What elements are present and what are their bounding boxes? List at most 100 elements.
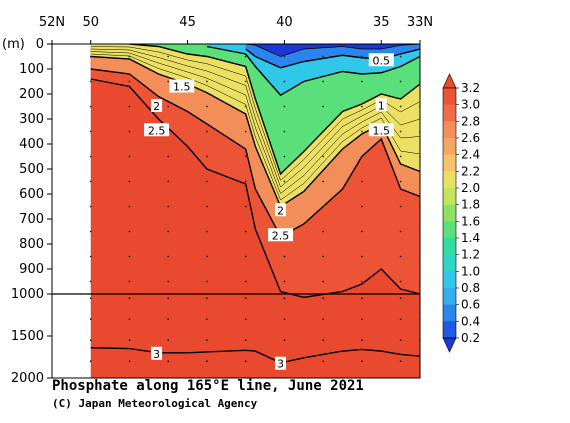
sample-dot <box>128 80 131 83</box>
sample-dot <box>206 280 208 283</box>
contour-1.0 <box>206 45 420 97</box>
contour-0.2 <box>245 44 420 57</box>
contour-label-bg <box>275 203 287 217</box>
sample-dot <box>283 105 286 108</box>
sample-dot <box>244 155 247 158</box>
sample-dot <box>128 255 131 258</box>
sample-dot <box>89 205 92 208</box>
sample-dot <box>283 318 286 321</box>
contour-label-bg <box>144 123 170 137</box>
x-tick-label: 40 <box>276 15 293 30</box>
sample-dot <box>244 80 247 83</box>
sample-dot <box>89 360 92 363</box>
sample-dot <box>283 339 286 342</box>
y-tick-label: 0 <box>36 37 44 52</box>
sample-dot <box>322 297 325 300</box>
sample-dot <box>206 180 208 183</box>
contour-minor <box>90 51 420 194</box>
sample-dot <box>399 180 402 183</box>
sample-dot <box>244 105 247 108</box>
sample-dot <box>206 297 208 300</box>
sample-dot <box>128 280 131 283</box>
sample-dot <box>167 360 170 363</box>
no-data-region <box>52 44 91 378</box>
contour-label: 3 <box>277 358 284 371</box>
contour-label-bg <box>169 79 195 93</box>
contour-label: 2.5 <box>148 124 166 137</box>
sample-dot <box>244 339 247 342</box>
contour-label: 3 <box>153 348 160 361</box>
y-axis-ticks: 0 100 200 300 400 500 600 700 800 900 1000 1500 2000 <box>11 37 52 386</box>
colorbar: 0.2 0.4 0.6 0.8 1.0 1.2 1.4 1.6 1.8 2.0 2.2 2.4 2.6 2… <box>442 73 480 353</box>
x-tick-label: 45 <box>179 15 196 30</box>
contour-label-bg <box>268 228 294 242</box>
sample-dot <box>283 297 286 300</box>
x-axis-ticks: 52N 50 45 40 35 33N <box>39 15 433 44</box>
sample-dot <box>128 155 131 158</box>
sample-dot <box>283 80 286 83</box>
sample-dot <box>322 280 325 283</box>
colorbar-label: 0.4 <box>461 314 480 328</box>
sample-dot <box>399 339 402 342</box>
sample-dot <box>322 55 325 58</box>
colorbar-label: 2.2 <box>461 164 480 178</box>
sample-dot <box>89 55 92 58</box>
x-tick-label: 35 <box>373 15 390 30</box>
sample-dot <box>89 255 92 258</box>
sample-dot <box>399 360 402 363</box>
y-tick-label: 100 <box>19 62 44 77</box>
contour-0.5 <box>245 48 420 69</box>
sample-dot <box>322 339 325 342</box>
colorbar-label: 0.2 <box>461 331 480 345</box>
colorbar-segment <box>443 288 456 306</box>
credit-line: (C) Japan Meteorological Agency <box>52 397 258 410</box>
x-tick-label: 33N <box>407 15 433 30</box>
colorbar-segment <box>443 321 456 339</box>
y-tick-label: 700 <box>19 212 44 227</box>
colorbar-label: 3.0 <box>461 98 480 112</box>
colorbar-label: 1.8 <box>461 198 480 212</box>
sample-dot <box>244 255 247 258</box>
sample-dot <box>322 180 325 183</box>
sample-dot <box>206 105 208 108</box>
sample-dot <box>360 230 363 233</box>
colorbar-segment <box>443 121 456 139</box>
sample-dot <box>167 255 170 258</box>
colorbar-label: 0.6 <box>461 298 480 312</box>
y-tick-label: 200 <box>19 87 44 102</box>
contour-2.5 <box>90 68 420 238</box>
plot-frame <box>51 43 421 379</box>
colorbar-label: 1.6 <box>461 214 480 228</box>
colorbar-label: 2.8 <box>461 114 480 128</box>
colorbar-segment <box>443 154 456 172</box>
colorbar-segment <box>443 88 456 106</box>
sample-dot <box>89 80 92 83</box>
sample-dot <box>399 318 402 321</box>
sample-dot <box>283 280 286 283</box>
colorbar-label: 1.4 <box>461 231 480 245</box>
contour-labels: 0.5 1 1.5 1.5 2 2 2.5 2.5 3 3 <box>144 53 394 371</box>
contour-label-bg <box>368 53 394 67</box>
sample-dot <box>128 339 131 342</box>
y-tick-label: 800 <box>19 237 44 252</box>
y-tick-label: 600 <box>19 187 44 202</box>
colorbar-segment <box>443 104 456 122</box>
y-tick-label: 500 <box>19 162 44 177</box>
contour-label-bg <box>275 356 287 370</box>
contour-label-bg <box>151 99 163 112</box>
sample-dot <box>128 180 131 183</box>
sample-dot <box>128 318 131 321</box>
y-tick-label: 1500 <box>11 329 44 344</box>
contour-label: 1.5 <box>373 124 391 137</box>
sample-dot <box>360 255 363 258</box>
sample-dot <box>206 155 208 158</box>
sample-dot <box>322 318 325 321</box>
colorbar-label: 2.0 <box>461 181 480 195</box>
sample-dot <box>89 230 92 233</box>
band-1.4-1.6 <box>129 44 420 174</box>
y-tick-label: 900 <box>19 262 44 277</box>
sample-dot <box>244 318 247 321</box>
sample-dot <box>399 105 402 108</box>
sample-dot <box>399 130 402 133</box>
